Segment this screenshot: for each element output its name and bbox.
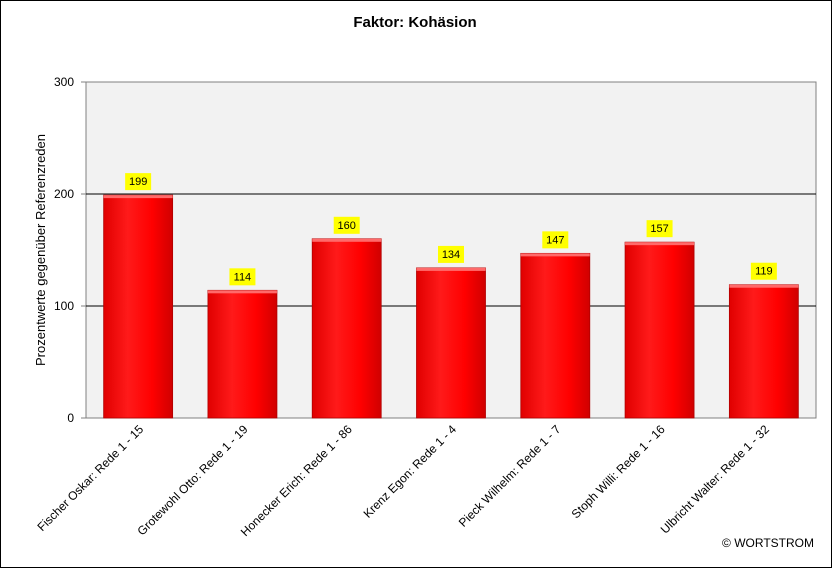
data-label: 160 <box>338 220 356 232</box>
data-label-box <box>333 216 360 234</box>
bars <box>103 194 799 419</box>
y-tick-label: 0 <box>67 411 74 425</box>
bar-top-highlight <box>520 253 590 257</box>
data-label-box <box>646 220 673 238</box>
data-label-box <box>750 262 777 280</box>
bar <box>624 241 695 419</box>
bar <box>416 267 486 419</box>
data-label: 134 <box>442 249 460 261</box>
bar <box>520 252 591 419</box>
bar <box>728 284 799 419</box>
bar-top-highlight <box>416 267 486 271</box>
bar-top-highlight <box>625 242 695 246</box>
data-label-box <box>229 268 256 286</box>
y-tick-label: 300 <box>54 75 74 89</box>
data-label: 119 <box>755 266 773 278</box>
data-label: 199 <box>129 176 147 188</box>
data-label: 114 <box>234 271 252 283</box>
bar-top-highlight <box>312 238 382 242</box>
chart-title: Faktor: Kohäsion <box>353 14 476 31</box>
bar <box>103 194 174 419</box>
bar-top-highlight <box>103 195 173 199</box>
data-label-box <box>542 231 569 249</box>
data-label-box <box>438 245 464 263</box>
data-label: 147 <box>546 234 564 246</box>
y-axis-label: Prozentwerte gegenüber Referenzreden <box>33 134 48 366</box>
bar-top-highlight <box>207 290 277 294</box>
bar-top-highlight <box>729 284 799 288</box>
copyright-text: © WORTSTROM <box>722 536 814 550</box>
y-axis-ticks: 0 100 200 300 <box>54 75 86 425</box>
bar <box>207 289 278 419</box>
bar <box>311 238 382 419</box>
y-tick-label: 200 <box>54 187 74 201</box>
data-label-box <box>125 173 152 191</box>
y-tick-label: 100 <box>54 299 74 313</box>
data-label: 157 <box>650 223 668 235</box>
data-labels: 199 114 160 134 147 157 119 <box>125 173 777 286</box>
